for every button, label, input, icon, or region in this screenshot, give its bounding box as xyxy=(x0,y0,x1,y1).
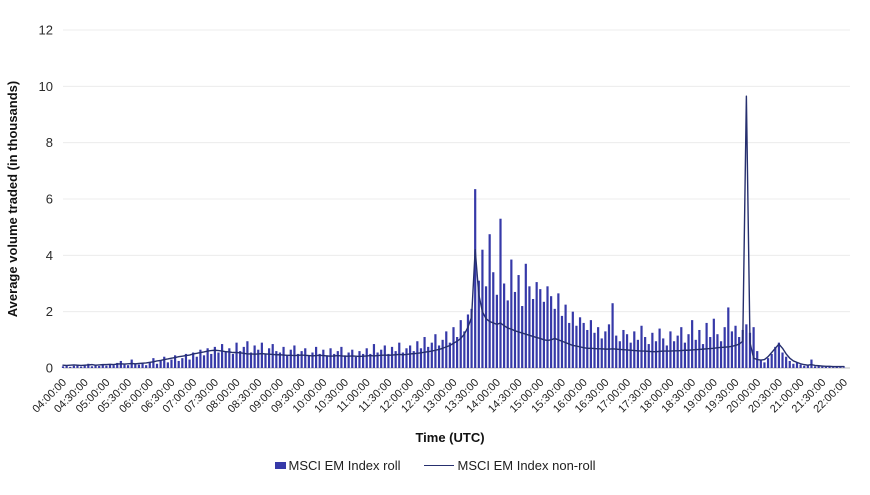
y-axis-title: Average volume traded (in thousands) xyxy=(5,81,20,317)
y-tick-label: 12 xyxy=(39,23,53,38)
line-series-nonroll xyxy=(62,95,845,368)
legend-label-roll: MSCI EM Index roll xyxy=(288,458,401,473)
legend-item-nonroll[interactable]: MSCI EM Index non-roll xyxy=(424,458,595,473)
volume-chart: 0 2 4 6 8 10 12 04:00:0004:30:0005:00:0005:30:0… xyxy=(5,23,850,446)
bar-series-roll xyxy=(61,189,846,369)
line-series-swatch-icon xyxy=(424,465,455,466)
y-tick-label: 4 xyxy=(46,248,53,263)
y-tick-label: 2 xyxy=(46,304,53,319)
bar-series-swatch-icon xyxy=(274,462,286,469)
y-tick-label: 10 xyxy=(39,79,53,94)
legend: MSCI EM Index roll MSCI EM Index non-rol… xyxy=(0,458,870,473)
x-axis-title: Time (UTC) xyxy=(415,430,484,445)
x-axis-tick-labels: 04:00:0004:30:0005:00:0005:30:0006:00:00… xyxy=(30,377,850,416)
legend-item-roll[interactable]: MSCI EM Index roll xyxy=(274,458,401,473)
y-tick-label: 6 xyxy=(46,192,53,207)
plot-area: 0 2 4 6 8 10 12 04:00:0004:30:0005:00:0005:30:0… xyxy=(30,23,850,416)
gridlines xyxy=(63,29,850,313)
y-tick-label: 8 xyxy=(46,135,53,150)
y-axis-tick-labels: 0 2 4 6 8 10 12 xyxy=(39,23,53,376)
y-tick-label: 0 xyxy=(46,361,53,376)
legend-label-nonroll: MSCI EM Index non-roll xyxy=(457,458,596,473)
